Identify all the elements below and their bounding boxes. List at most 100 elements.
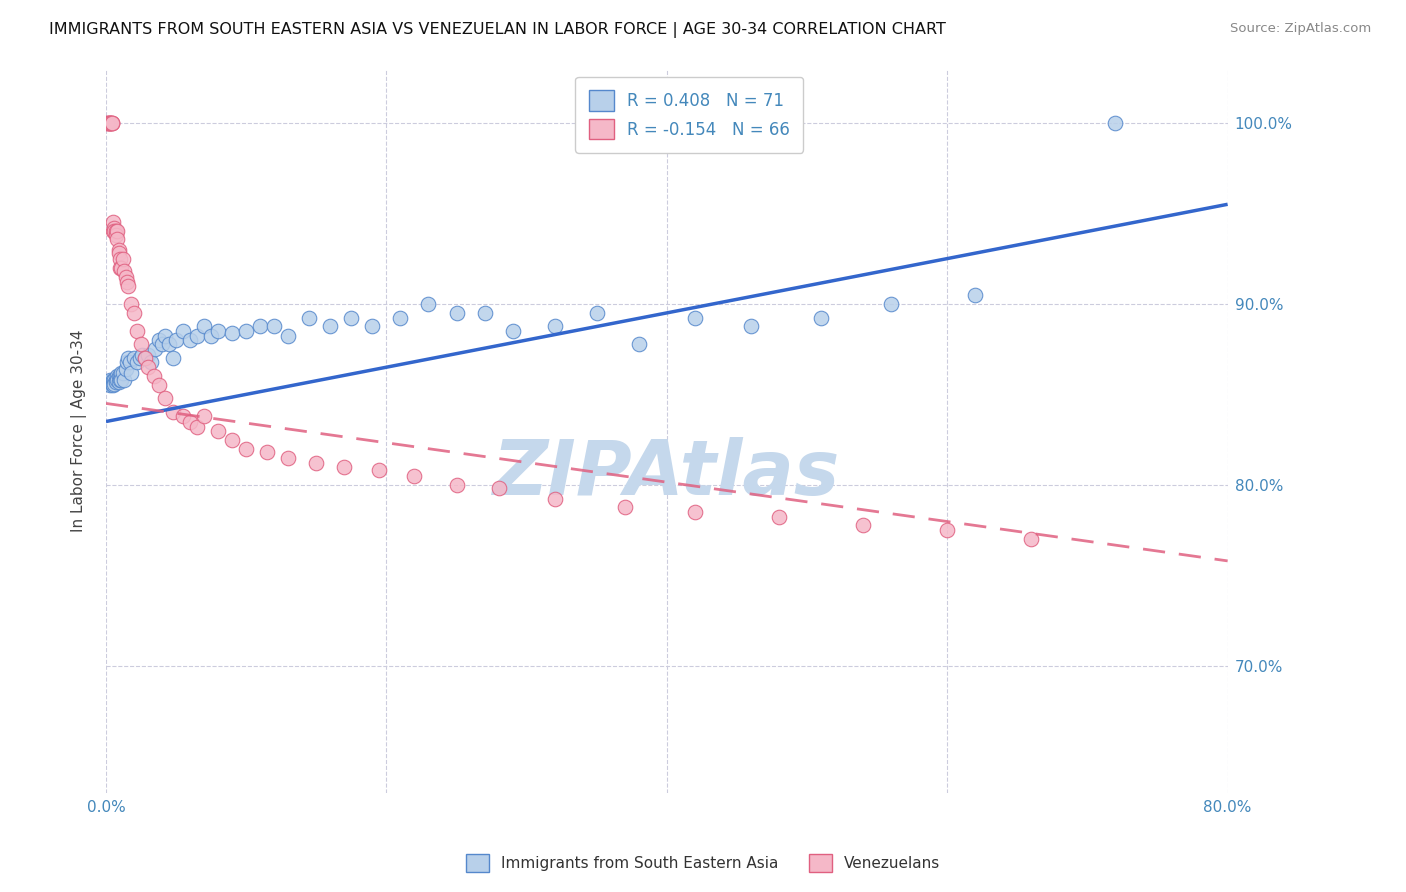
Point bbox=[103, 224, 125, 238]
Point bbox=[162, 405, 184, 419]
Point bbox=[96, 116, 118, 130]
Point bbox=[98, 378, 121, 392]
Point bbox=[142, 369, 165, 384]
Point bbox=[101, 224, 124, 238]
Point bbox=[207, 424, 229, 438]
Point bbox=[683, 505, 706, 519]
Point bbox=[104, 228, 127, 243]
Point bbox=[404, 468, 426, 483]
Point bbox=[107, 369, 129, 384]
Point bbox=[118, 355, 141, 369]
Point bbox=[150, 336, 173, 351]
Point bbox=[221, 433, 243, 447]
Point bbox=[305, 456, 328, 470]
Point bbox=[543, 492, 565, 507]
Point bbox=[361, 318, 384, 333]
Point bbox=[108, 260, 131, 275]
Point bbox=[148, 333, 170, 347]
Point bbox=[143, 342, 166, 356]
Point bbox=[193, 318, 215, 333]
Point bbox=[613, 500, 636, 514]
Point bbox=[136, 347, 159, 361]
Point bbox=[98, 116, 121, 130]
Point bbox=[129, 336, 152, 351]
Point bbox=[319, 318, 342, 333]
Point bbox=[103, 373, 125, 387]
Point bbox=[101, 215, 124, 229]
Point bbox=[148, 378, 170, 392]
Point bbox=[340, 311, 363, 326]
Point bbox=[98, 116, 121, 130]
Point bbox=[263, 318, 285, 333]
Point bbox=[107, 246, 129, 260]
Point bbox=[101, 378, 124, 392]
Point bbox=[105, 232, 128, 246]
Point bbox=[235, 442, 257, 456]
Point bbox=[125, 355, 148, 369]
Point bbox=[97, 116, 120, 130]
Point bbox=[108, 373, 131, 387]
Point bbox=[104, 224, 127, 238]
Point bbox=[105, 224, 128, 238]
Point bbox=[97, 376, 120, 391]
Point bbox=[965, 287, 987, 301]
Point bbox=[852, 517, 875, 532]
Point bbox=[389, 311, 412, 326]
Point bbox=[105, 369, 128, 384]
Point bbox=[105, 373, 128, 387]
Point bbox=[810, 311, 832, 326]
Point bbox=[104, 375, 127, 389]
Point bbox=[298, 311, 321, 326]
Point bbox=[114, 269, 136, 284]
Point bbox=[936, 523, 959, 537]
Point bbox=[134, 351, 156, 366]
Legend: Immigrants from South Eastern Asia, Venezuelans: Immigrants from South Eastern Asia, Vene… bbox=[458, 846, 948, 880]
Point bbox=[256, 445, 278, 459]
Point bbox=[122, 306, 145, 320]
Point bbox=[108, 369, 131, 384]
Legend: R = 0.408   N = 71, R = -0.154   N = 66: R = 0.408 N = 71, R = -0.154 N = 66 bbox=[575, 77, 803, 153]
Text: ZIPAtlas: ZIPAtlas bbox=[494, 437, 841, 511]
Point bbox=[128, 351, 150, 366]
Point bbox=[96, 116, 118, 130]
Point bbox=[136, 360, 159, 375]
Point bbox=[108, 252, 131, 266]
Point bbox=[880, 297, 903, 311]
Point bbox=[221, 326, 243, 340]
Point bbox=[101, 373, 124, 387]
Point bbox=[103, 220, 125, 235]
Point bbox=[134, 351, 156, 366]
Point bbox=[117, 278, 139, 293]
Point bbox=[100, 116, 122, 130]
Point bbox=[96, 375, 118, 389]
Point bbox=[112, 264, 135, 278]
Point bbox=[474, 306, 496, 320]
Point bbox=[97, 116, 120, 130]
Point bbox=[100, 116, 122, 130]
Point bbox=[333, 459, 356, 474]
Point bbox=[110, 260, 132, 275]
Point bbox=[110, 373, 132, 387]
Point bbox=[172, 324, 194, 338]
Point bbox=[277, 450, 299, 465]
Point bbox=[740, 318, 762, 333]
Point bbox=[446, 478, 468, 492]
Point bbox=[179, 415, 201, 429]
Point bbox=[110, 366, 132, 380]
Point bbox=[683, 311, 706, 326]
Point bbox=[165, 333, 187, 347]
Point bbox=[277, 329, 299, 343]
Point bbox=[200, 329, 222, 343]
Point bbox=[107, 375, 129, 389]
Point bbox=[186, 329, 208, 343]
Point bbox=[193, 409, 215, 423]
Point bbox=[502, 324, 524, 338]
Point bbox=[153, 329, 176, 343]
Point bbox=[249, 318, 271, 333]
Point bbox=[585, 306, 607, 320]
Point bbox=[117, 351, 139, 366]
Point bbox=[1021, 532, 1043, 546]
Point bbox=[120, 366, 142, 380]
Point bbox=[488, 482, 510, 496]
Point bbox=[768, 510, 790, 524]
